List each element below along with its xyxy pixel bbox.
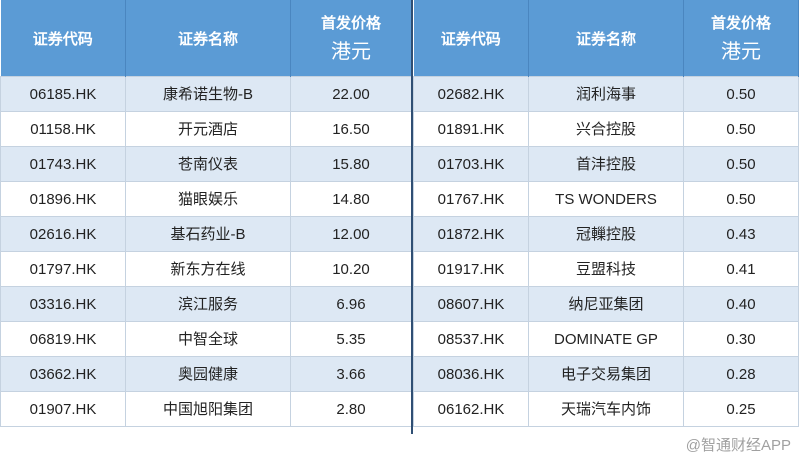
cell-price: 3.66 (290, 356, 412, 392)
cell-name: 滨江服务 (125, 286, 291, 322)
table-row: 01891.HK 兴合控股 0.50 (413, 111, 799, 147)
cell-name: 奥园健康 (125, 356, 291, 392)
cell-code: 01797.HK (0, 251, 126, 287)
cell-name: 中智全球 (125, 321, 291, 357)
cell-code: 01872.HK (413, 216, 529, 252)
cell-name: 冠轈控股 (528, 216, 684, 252)
cell-code: 02682.HK (413, 76, 529, 112)
header-code: 证券代码 (0, 0, 126, 77)
cell-name: 首沣控股 (528, 146, 684, 182)
header-price: 首发价格 港元 (683, 0, 799, 77)
cell-name: 纳尼亚集团 (528, 286, 684, 322)
table-row: 08036.HK 电子交易集团 0.28 (413, 356, 799, 392)
header-code: 证券代码 (413, 0, 529, 77)
cell-code: 01891.HK (413, 111, 529, 147)
header-currency: 港元 (721, 41, 761, 63)
header-name: 证券名称 (125, 0, 291, 77)
cell-price: 12.00 (290, 216, 412, 252)
cell-code: 01917.HK (413, 251, 529, 287)
cell-price: 5.35 (290, 321, 412, 357)
cell-code: 01896.HK (0, 181, 126, 217)
cell-code: 01703.HK (413, 146, 529, 182)
table-row: 01917.HK 豆盟科技 0.41 (413, 251, 799, 287)
table-row: 02616.HK 基石药业-B 12.00 (0, 216, 412, 252)
cell-price: 0.40 (683, 286, 799, 322)
cell-name: 润利海事 (528, 76, 684, 112)
header-row: 证券代码 证券名称 首发价格港元 (413, 0, 799, 77)
cell-code: 02616.HK (0, 216, 126, 252)
header-row: 证券代码 证券名称 首发价格港元 (0, 0, 412, 77)
table-row: 01158.HK 开元酒店 16.50 (0, 111, 412, 147)
watermark: @智通财经APP (685, 437, 791, 454)
cell-price: 0.41 (683, 251, 799, 287)
cell-name: 豆盟科技 (528, 251, 684, 287)
cell-price: 0.30 (683, 321, 799, 357)
header-price-label: 首发价格 (710, 15, 771, 32)
cell-code: 08537.HK (413, 321, 529, 357)
table-row: 06819.HK 中智全球 5.35 (0, 321, 412, 357)
cell-code: 06162.HK (413, 391, 529, 427)
table-row: 01797.HK 新东方在线 10.20 (0, 251, 412, 287)
cell-name: TS WONDERS (528, 181, 684, 217)
cell-name: 猫眼娱乐 (125, 181, 291, 217)
cell-price: 16.50 (290, 111, 412, 147)
table-row: 08607.HK 纳尼亚集团 0.40 (413, 286, 799, 322)
table-row: 08537.HK DOMINATE GP 0.30 (413, 321, 799, 357)
cell-price: 14.80 (290, 181, 412, 217)
cell-name: 基石药业-B (125, 216, 291, 252)
cell-price: 0.28 (683, 356, 799, 392)
cell-price: 0.50 (683, 76, 799, 112)
header-price: 首发价格 港元 (290, 0, 412, 77)
table-row: 01703.HK 首沣控股 0.50 (413, 146, 799, 182)
cell-code: 01907.HK (0, 391, 126, 427)
table-row: 02682.HK 润利海事 0.50 (413, 76, 799, 112)
header-price-label: 首发价格 (320, 15, 381, 32)
cell-name: 电子交易集团 (528, 356, 684, 392)
cell-code: 03662.HK (0, 356, 126, 392)
table-row: 06162.HK 天瑞汽车内饰 0.25 (413, 391, 799, 427)
header-name: 证券名称 (528, 0, 684, 77)
cell-code: 08036.HK (413, 356, 529, 392)
cell-price: 6.96 (290, 286, 412, 322)
cell-name: 中国旭阳集团 (125, 391, 291, 427)
cell-code: 01158.HK (0, 111, 126, 147)
cell-name: 兴合控股 (528, 111, 684, 147)
table-row: 06185.HK 康希诺生物-B 22.00 (0, 76, 412, 112)
table-row: 01743.HK 苍南仪表 15.80 (0, 146, 412, 182)
cell-name: 康希诺生物-B (125, 76, 291, 112)
cell-name: 天瑞汽车内饰 (528, 391, 684, 427)
cell-code: 03316.HK (0, 286, 126, 322)
cell-code: 01767.HK (413, 181, 529, 217)
header-currency: 港元 (331, 41, 371, 63)
cell-price: 2.80 (290, 391, 412, 427)
cell-price: 0.43 (683, 216, 799, 252)
cell-code: 06819.HK (0, 321, 126, 357)
cell-code: 01743.HK (0, 146, 126, 182)
cell-name: 苍南仪表 (125, 146, 291, 182)
left-ipo-table: 证券代码 证券名称 首发价格 港元 06185.HK 康希诺生物-B 22.00 011… (0, 0, 412, 427)
cell-price: 15.80 (290, 146, 412, 182)
cell-price: 0.50 (683, 111, 799, 147)
cell-price: 0.25 (683, 391, 799, 427)
table-row: 01872.HK 冠轈控股 0.43 (413, 216, 799, 252)
cell-code: 06185.HK (0, 76, 126, 112)
cell-name: 开元酒店 (125, 111, 291, 147)
table-divider (411, 0, 413, 434)
cell-price: 10.20 (290, 251, 412, 287)
cell-price: 0.50 (683, 146, 799, 182)
cell-name: DOMINATE GP (528, 321, 684, 357)
cell-price: 0.50 (683, 181, 799, 217)
table-row: 01907.HK 中国旭阳集团 2.80 (0, 391, 412, 427)
cell-code: 08607.HK (413, 286, 529, 322)
right-ipo-table: 证券代码 证券名称 首发价格 港元 02682.HK 润利海事 0.50 01891.H… (413, 0, 799, 427)
table-row: 01767.HK TS WONDERS 0.50 (413, 181, 799, 217)
cell-price: 22.00 (290, 76, 412, 112)
table-row: 03662.HK 奥园健康 3.66 (0, 356, 412, 392)
table-row: 03316.HK 滨江服务 6.96 (0, 286, 412, 322)
cell-name: 新东方在线 (125, 251, 291, 287)
table-row: 01896.HK 猫眼娱乐 14.80 (0, 181, 412, 217)
